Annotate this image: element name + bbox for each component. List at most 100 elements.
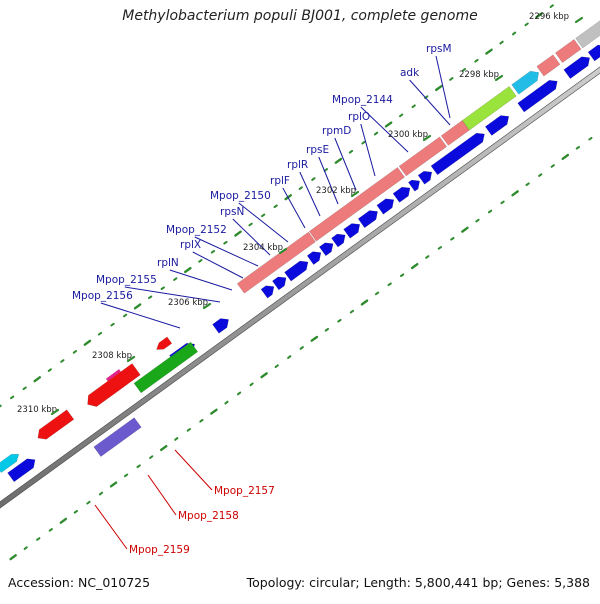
forward-cds	[331, 232, 346, 248]
leader-line	[100, 302, 181, 329]
leader-line	[435, 55, 451, 119]
gene-mpop-2158	[133, 340, 199, 394]
gene-label-rpln[interactable]: rplN	[157, 257, 179, 269]
outer-tick	[210, 250, 216, 254]
outer-tick	[334, 157, 343, 164]
inner-tick	[98, 491, 104, 496]
outer-tick	[223, 240, 228, 245]
gene-label-mpop-2144[interactable]: Mpop_2144	[332, 94, 393, 106]
inner-tick	[500, 200, 505, 205]
gene-label-rpse[interactable]: rpsE	[306, 144, 329, 156]
gene-label-rplo[interactable]: rplO	[348, 111, 370, 123]
gene-mpop-2157-b	[83, 361, 141, 407]
outer-tick	[435, 84, 443, 92]
gene-rpsM-2	[555, 37, 582, 63]
outer-tick	[123, 313, 128, 318]
outer-tick	[535, 12, 543, 19]
kbp-label: 2310 kbp	[17, 405, 57, 415]
inner-tick	[174, 437, 179, 441]
inner-tick	[511, 190, 519, 197]
genome-summary: Topology: circular; Length: 5,800,441 bp…	[246, 575, 590, 590]
gene-rpsM	[536, 52, 561, 77]
outer-tick	[10, 395, 15, 400]
gene-label-rplr[interactable]: rplR	[287, 159, 308, 171]
outer-tick	[72, 350, 77, 354]
inner-tick	[299, 346, 304, 350]
gene-label-mpop-2150[interactable]: Mpop_2150	[210, 190, 271, 202]
gene-red-small	[154, 334, 173, 350]
inner-tick	[159, 445, 168, 452]
outer-tick	[411, 104, 416, 109]
gene-label-mpop-2158[interactable]: Mpop_2158	[178, 510, 239, 522]
gene-label-mpop-2157[interactable]: Mpop_2157	[214, 485, 275, 497]
inner-tick	[249, 382, 254, 387]
gene-ribosomal-block-3	[398, 134, 448, 177]
inner-tick	[487, 209, 493, 214]
inner-tick	[588, 136, 593, 141]
inner-tick	[59, 517, 68, 524]
outer-tick	[399, 113, 404, 118]
forward-cds	[430, 131, 485, 176]
outer-tick	[449, 77, 454, 81]
gene-grey	[575, 20, 600, 49]
gene-label-rpsm[interactable]: rpsM	[426, 43, 452, 55]
outer-tick	[461, 68, 466, 72]
gene-features	[0, 20, 600, 483]
leader-line	[360, 106, 409, 153]
outer-tick	[248, 222, 253, 227]
gene-label-mpop-2152[interactable]: Mpop_2152	[166, 224, 227, 236]
gene-label-rpsn[interactable]: rpsN	[220, 206, 244, 218]
leader-line	[232, 218, 271, 256]
map-title: Methylobacterium populi BJ001, complete …	[122, 8, 478, 24]
inner-tick	[73, 509, 78, 514]
leader-line	[299, 171, 321, 217]
inner-tick	[186, 428, 191, 432]
forward-cds	[417, 169, 433, 185]
leader-line	[282, 187, 306, 229]
inner-tick	[525, 182, 530, 186]
forward-cds	[272, 274, 287, 291]
inner-tick	[337, 318, 342, 323]
outer-tick	[183, 266, 192, 274]
forward-cds	[484, 113, 510, 136]
forward-cds	[306, 249, 322, 265]
forward-cds	[376, 196, 395, 215]
outer-tick	[97, 331, 103, 336]
gene-label-mpop-2156[interactable]: Mpop_2156	[72, 290, 133, 302]
forward-cds	[517, 78, 558, 113]
gene-label-rplx[interactable]: rplX	[180, 239, 201, 251]
backbone-line	[0, 66, 600, 509]
forward-cds	[343, 221, 361, 239]
kbp-label: 2298 kbp	[459, 70, 499, 80]
gene-label-adk[interactable]: adk	[400, 67, 420, 79]
outer-tick	[133, 303, 142, 310]
inner-tick	[461, 226, 469, 233]
kbp-label: 2306 kbp	[168, 298, 208, 308]
inner-tick	[260, 372, 268, 379]
inner-tick	[324, 327, 329, 332]
outer-tick	[198, 259, 203, 263]
gene-label-mpop-2159[interactable]: Mpop_2159	[129, 544, 190, 556]
inner-tick	[425, 255, 430, 259]
gene-label-rplf[interactable]: rplF	[270, 175, 290, 187]
inner-tick	[109, 481, 118, 488]
gene-ribosomal-block-2	[308, 165, 405, 242]
inner-tick	[9, 554, 17, 561]
inner-tick	[437, 246, 442, 250]
inner-tick	[274, 364, 279, 368]
genome-backbone	[0, 66, 600, 509]
leader-line	[409, 79, 451, 126]
outer-tick	[173, 277, 178, 281]
outer-tick	[22, 386, 27, 391]
outer-tick	[373, 131, 379, 136]
inner-tick	[224, 400, 229, 405]
leader-line	[169, 269, 233, 291]
forward-cds	[7, 456, 36, 483]
leader-line	[238, 202, 289, 243]
gene-label-rpmd[interactable]: rpmD	[322, 125, 351, 137]
gene-label-mpop-2155[interactable]: Mpop_2155	[96, 274, 157, 286]
outer-tick	[348, 149, 354, 154]
inner-tick	[349, 309, 355, 314]
forward-cds	[284, 259, 309, 282]
inner-tick	[149, 455, 154, 459]
